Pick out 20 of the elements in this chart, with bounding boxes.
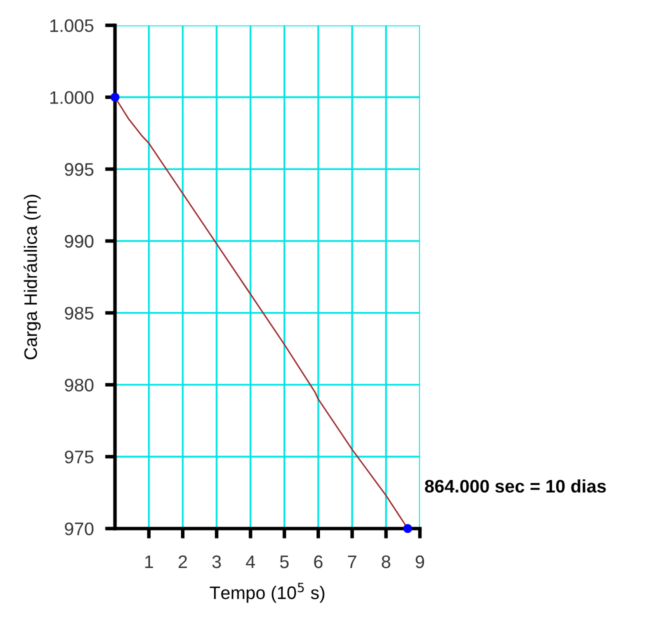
y-tick-label: 995: [64, 163, 94, 176]
x-tick-label: 2: [178, 555, 187, 568]
y-tick-label: 980: [64, 378, 94, 392]
x-tick-label: 3: [212, 555, 221, 568]
x-tick-label: 9: [416, 555, 424, 568]
x-tick-label: 8: [382, 555, 390, 568]
x-tick-label: 1: [145, 556, 154, 568]
annotation: 864.000 sec = 10 dias: [424, 479, 606, 493]
y-tick-label: 975: [64, 450, 94, 464]
y-axis-title: Carga Hidráulica (m): [24, 194, 41, 360]
y-tick-label: 985: [64, 306, 94, 320]
y-tick-label: 1.000: [50, 91, 94, 104]
x-tick-label: 6: [314, 555, 322, 568]
x-tick-label: 5: [280, 556, 289, 568]
y-tick-label: 970: [64, 522, 94, 536]
y-tick-label: 1.005: [50, 19, 94, 32]
y-tick-label: 990: [64, 234, 94, 248]
x-tick-label: 4: [246, 556, 255, 568]
x-axis-title: Tempo (10$^{5}$ s): [210, 582, 324, 603]
x-tick-label: 7: [348, 556, 356, 568]
